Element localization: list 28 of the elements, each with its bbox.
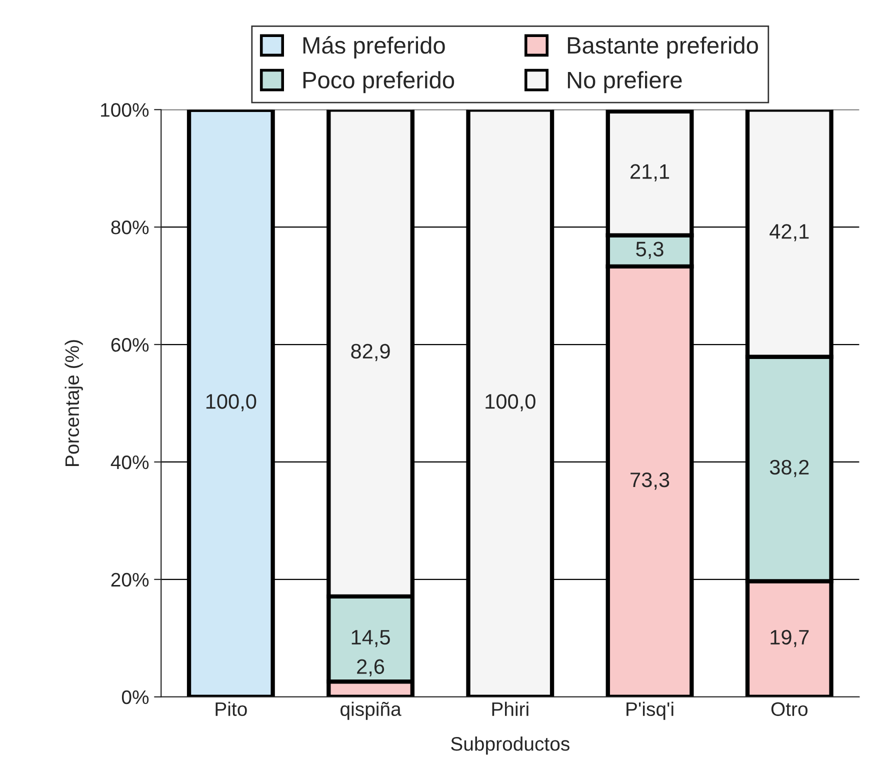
data-label: 14,5	[352, 630, 390, 648]
x-tick-label: Phiri	[492, 702, 528, 716]
x-tick-label: Otro	[771, 702, 808, 716]
x-tick-label: P'isq'i	[626, 702, 674, 720]
data-label: 5,3	[636, 242, 664, 259]
y-tick-label: 100%	[101, 103, 149, 117]
y-tick-label: 60%	[111, 338, 149, 352]
x-tick-label: qispiña	[340, 702, 402, 720]
legend-label: Bastante preferido	[568, 36, 758, 58]
data-label: 42,1	[770, 224, 809, 242]
data-label: 38,2	[770, 460, 809, 478]
legend-label: No prefiere	[568, 71, 682, 94]
y-tick-label: 40%	[110, 455, 149, 470]
x-tick-label: Pito	[216, 702, 247, 716]
data-label: 82,9	[351, 344, 390, 362]
legend-label: Poco preferido	[303, 71, 454, 94]
y-tick-label: 80%	[111, 220, 149, 234]
data-label: 19,7	[770, 630, 809, 648]
data-label: 2,6	[357, 659, 384, 676]
data-label: 73,3	[630, 472, 670, 490]
y-tick-label: 20%	[111, 572, 149, 587]
data-label: 100,0	[486, 394, 536, 412]
data-label: 100,0	[206, 394, 256, 412]
data-label: 21,1	[630, 164, 670, 182]
y-axis-title: Porcentaje (%)	[64, 340, 83, 466]
legend-label: Más preferido	[303, 36, 445, 58]
x-axis-title: Subproductos	[451, 736, 570, 755]
y-tick-label: 0%	[122, 690, 149, 704]
